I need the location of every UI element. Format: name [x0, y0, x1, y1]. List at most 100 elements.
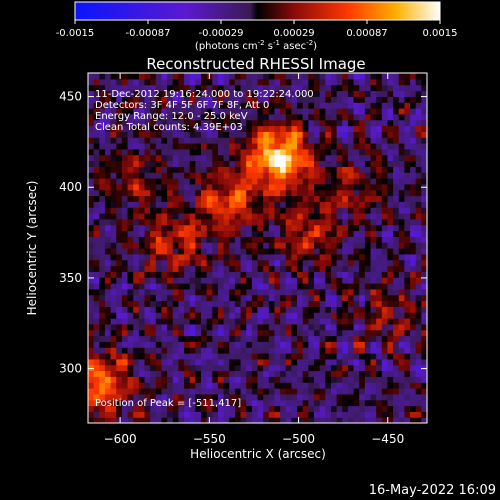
heatmap-cell — [217, 388, 225, 395]
heatmap-cell — [330, 376, 338, 383]
heatmap-cell — [376, 213, 383, 220]
heatmap-cell — [398, 259, 405, 267]
heatmap-cell — [398, 189, 405, 197]
heatmap-cell — [359, 388, 366, 395]
heatmap-cell — [195, 388, 202, 395]
heatmap-cell — [404, 376, 411, 383]
heatmap-cell — [308, 405, 315, 412]
heatmap-cell — [285, 353, 292, 360]
heatmap-cell — [178, 399, 185, 407]
heatmap-cell — [325, 125, 332, 132]
heatmap-cell — [155, 90, 163, 97]
heatmap-cell — [138, 253, 146, 261]
heatmap-cell — [376, 388, 383, 395]
heatmap-cell — [410, 347, 417, 354]
heatmap-cell — [104, 201, 112, 208]
heatmap-cell — [93, 347, 100, 354]
heatmap-cell — [144, 137, 151, 144]
heatmap-cell — [201, 364, 208, 372]
heatmap-cell — [251, 96, 259, 103]
heatmap-cell — [330, 353, 338, 360]
heatmap-cell — [138, 230, 146, 237]
heatmap-cell — [410, 253, 417, 261]
heatmap-cell — [410, 283, 417, 290]
heatmap-cell — [370, 125, 377, 132]
heatmap-cell — [172, 90, 179, 97]
heatmap-cell — [223, 353, 230, 360]
heatmap-cell — [110, 201, 117, 208]
heatmap-cell — [121, 242, 129, 249]
heatmap-cell — [116, 183, 123, 191]
heatmap-cell — [274, 90, 281, 97]
heatmap-cell — [178, 300, 185, 307]
heatmap-cell — [88, 195, 95, 202]
heatmap-cell — [234, 388, 242, 395]
heatmap-cell — [150, 78, 157, 86]
heatmap-cell — [353, 78, 360, 86]
heatmap-cell — [404, 288, 411, 296]
heatmap-cell — [330, 78, 338, 86]
heatmap-cell — [201, 125, 208, 132]
heatmap-cell — [387, 388, 394, 395]
heatmap-cell — [263, 277, 270, 284]
heatmap-cell — [195, 201, 202, 208]
heatmap-cell — [167, 230, 174, 237]
heatmap-cell — [280, 131, 287, 138]
heatmap-cell — [161, 335, 168, 342]
heatmap-cell — [314, 218, 321, 226]
heatmap-cell — [376, 347, 383, 354]
heatmap-cell — [370, 329, 377, 337]
heatmap-cell — [133, 288, 140, 296]
heatmap-cell — [308, 119, 315, 127]
heatmap-cell — [99, 90, 106, 97]
heatmap-cell — [195, 405, 202, 412]
heatmap-cell — [330, 335, 338, 342]
heatmap-cell — [257, 172, 264, 179]
heatmap-cell — [223, 218, 230, 226]
heatmap-cell — [251, 189, 259, 197]
heatmap-cell — [268, 230, 276, 237]
observation-info: 11-Dec-2012 19:16:24.000 to 19:22:24.000… — [95, 89, 314, 133]
heatmap-cell — [229, 265, 236, 272]
heatmap-cell — [201, 358, 208, 366]
heatmap-cell — [127, 347, 134, 354]
heatmap-cell — [144, 195, 151, 202]
heatmap-cell — [387, 166, 394, 173]
heatmap-cell — [240, 143, 247, 150]
heatmap-cell — [268, 353, 276, 360]
heatmap-cell — [104, 213, 112, 220]
heatmap-cell — [223, 113, 230, 121]
heatmap-cell — [201, 73, 208, 80]
heatmap-cell — [314, 90, 321, 97]
heatmap-cell — [364, 207, 372, 214]
heatmap-cell — [319, 294, 326, 302]
heatmap-cell — [229, 102, 236, 109]
heatmap-cell — [314, 172, 321, 179]
heatmap-cell — [263, 376, 270, 383]
heatmap-cell — [302, 323, 309, 331]
heatmap-cell — [404, 119, 411, 127]
heatmap-cell — [325, 300, 332, 307]
heatmap-cell — [353, 178, 360, 185]
heatmap-cell — [104, 125, 112, 132]
heatmap-cell — [138, 148, 146, 156]
heatmap-cell — [308, 90, 315, 97]
heatmap-cell — [88, 236, 95, 243]
heatmap-cell — [212, 230, 219, 237]
heatmap-cell — [201, 178, 208, 185]
heatmap-cell — [353, 393, 360, 401]
heatmap-cell — [330, 271, 338, 278]
heatmap-cell — [155, 195, 163, 202]
heatmap-cell — [336, 178, 343, 185]
heatmap-cell — [308, 73, 315, 80]
heatmap-cell — [410, 382, 417, 389]
heatmap-cell — [201, 90, 208, 97]
heatmap-cell — [88, 131, 95, 138]
heatmap-cell — [201, 306, 208, 313]
heatmap-cell — [387, 323, 394, 331]
heatmap-cell — [376, 411, 383, 418]
heatmap-cell — [291, 335, 298, 342]
heatmap-cell — [229, 248, 236, 255]
heatmap-cell — [178, 323, 185, 331]
heatmap-cell — [257, 178, 264, 185]
